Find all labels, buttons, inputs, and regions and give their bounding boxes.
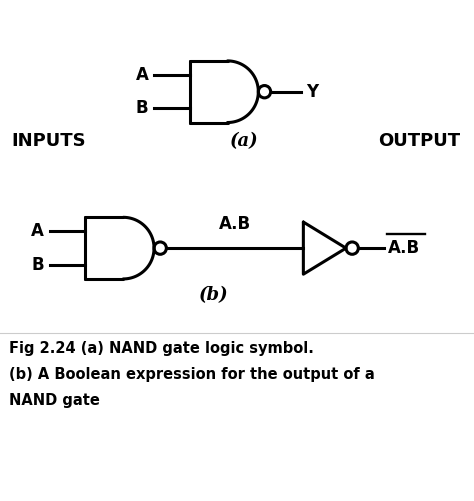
Text: (b): (b) — [199, 287, 228, 305]
Text: A.B: A.B — [219, 215, 251, 233]
Text: A: A — [31, 222, 44, 240]
Text: B: B — [136, 99, 148, 117]
Text: (b) A Boolean expression for the output of a: (b) A Boolean expression for the output … — [9, 367, 375, 382]
Text: B: B — [31, 256, 44, 274]
Text: A: A — [136, 66, 148, 84]
Text: INPUTS: INPUTS — [12, 132, 86, 150]
Text: (a): (a) — [230, 132, 258, 150]
Text: Y: Y — [306, 83, 319, 101]
Text: OUTPUT: OUTPUT — [378, 132, 460, 150]
Text: Fig 2.24 (a) NAND gate logic symbol.: Fig 2.24 (a) NAND gate logic symbol. — [9, 341, 314, 356]
Text: A.B: A.B — [388, 239, 420, 257]
Text: NAND gate: NAND gate — [9, 393, 100, 408]
